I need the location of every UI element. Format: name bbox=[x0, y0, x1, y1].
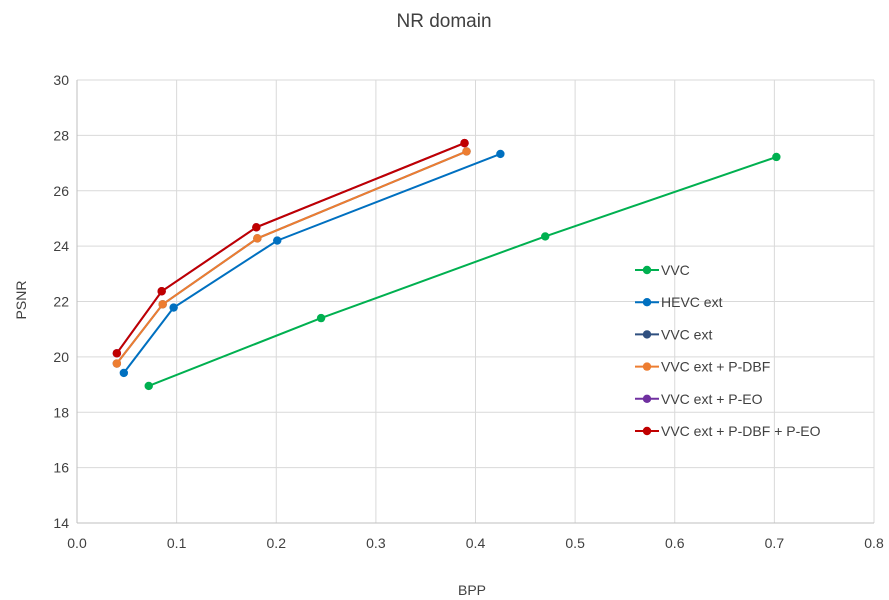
y-tick-label: 24 bbox=[53, 238, 69, 254]
x-tick-label: 0.0 bbox=[67, 535, 87, 551]
legend-label: VVC ext + P-DBF bbox=[661, 359, 770, 375]
legend-marker bbox=[642, 394, 652, 403]
x-tick-label: 0.5 bbox=[565, 535, 585, 551]
series-2 bbox=[112, 147, 471, 368]
legend-label: VVC ext + P-DBF + P-EO bbox=[661, 423, 821, 439]
legend-item: VVC ext + P-EO bbox=[635, 391, 763, 407]
series-line bbox=[116, 150, 467, 365]
legend-item: HEVC ext bbox=[635, 294, 723, 310]
legend-item: VVC ext + P-DBF bbox=[635, 359, 770, 375]
legend-marker bbox=[642, 362, 652, 371]
x-tick-label: 0.4 bbox=[466, 535, 486, 551]
legend-label: VVC ext bbox=[661, 326, 712, 342]
data-point bbox=[252, 223, 261, 232]
x-tick-label: 0.7 bbox=[765, 535, 785, 551]
y-tick-label: 18 bbox=[53, 404, 69, 420]
series-line bbox=[115, 142, 465, 354]
x-tick-label: 0.2 bbox=[267, 535, 287, 551]
series-0 bbox=[144, 152, 781, 391]
data-point bbox=[541, 232, 550, 241]
y-tick-label: 28 bbox=[53, 127, 69, 143]
axes: 0.0 0.1 0.2 0.3 0.4 0.5 0.6 0.7 0.8 14 16 18 20 22 24 2… bbox=[53, 72, 884, 551]
data-point bbox=[462, 147, 471, 156]
x-tick-label: 0.8 bbox=[864, 535, 884, 551]
data-point bbox=[496, 149, 505, 159]
legend-marker bbox=[642, 426, 652, 436]
x-tick-label: 0.1 bbox=[167, 535, 187, 551]
y-tick-label: 22 bbox=[53, 294, 69, 310]
series-3 bbox=[112, 147, 471, 368]
legend-item: VVC ext bbox=[635, 326, 712, 342]
series-1 bbox=[119, 149, 505, 378]
y-tick-label: 30 bbox=[53, 72, 69, 88]
data-point bbox=[157, 287, 166, 296]
data-point bbox=[158, 300, 167, 309]
data-point bbox=[316, 313, 326, 323]
data-point bbox=[169, 303, 178, 312]
y-axis-label: PSNR bbox=[13, 281, 29, 320]
legend-label: VVC bbox=[661, 262, 690, 278]
y-tick-label: 26 bbox=[53, 183, 69, 199]
x-axis-label: BPP bbox=[458, 582, 486, 598]
x-tick-label: 0.6 bbox=[665, 535, 685, 551]
legend-marker bbox=[642, 330, 652, 339]
data-point bbox=[772, 152, 781, 162]
data-point bbox=[460, 138, 469, 148]
chart-title: NR domain bbox=[396, 11, 491, 32]
legend-item: VVC bbox=[635, 262, 690, 278]
series-line bbox=[148, 156, 777, 387]
data-point bbox=[273, 236, 282, 245]
legend: VVC HEVC ext VVC ext VVC ext + P-DBF VVC ext… bbox=[635, 262, 821, 439]
series-5 bbox=[112, 138, 469, 358]
y-tick-label: 16 bbox=[53, 460, 69, 476]
data-point bbox=[253, 234, 262, 243]
y-tick-label: 20 bbox=[53, 349, 69, 365]
legend-label: HEVC ext bbox=[661, 294, 723, 310]
legend-marker bbox=[642, 298, 652, 307]
y-tick-label: 14 bbox=[53, 515, 69, 531]
series bbox=[112, 138, 781, 391]
data-point bbox=[112, 349, 122, 358]
legend-item: VVC ext + P-DBF + P-EO bbox=[635, 423, 821, 439]
data-point bbox=[144, 381, 153, 391]
data-point bbox=[112, 359, 122, 368]
gridlines bbox=[77, 79, 875, 523]
series-line bbox=[116, 150, 467, 365]
legend-marker bbox=[642, 265, 652, 275]
series-line bbox=[123, 152, 501, 374]
x-tick-label: 0.3 bbox=[366, 535, 386, 551]
legend-label: VVC ext + P-EO bbox=[661, 391, 763, 407]
data-point bbox=[119, 368, 129, 378]
